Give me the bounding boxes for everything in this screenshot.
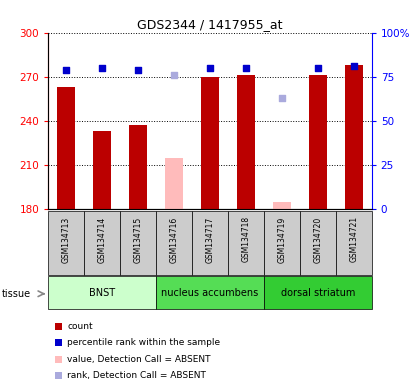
Text: GSM134719: GSM134719 xyxy=(277,216,286,263)
Point xyxy=(350,63,357,69)
Text: value, Detection Call = ABSENT: value, Detection Call = ABSENT xyxy=(67,355,211,364)
Bar xyxy=(156,211,192,275)
Bar xyxy=(48,276,156,309)
Text: dorsal striatum: dorsal striatum xyxy=(281,288,355,298)
Bar xyxy=(345,65,363,209)
Bar xyxy=(165,158,183,209)
Point xyxy=(63,67,70,73)
Text: percentile rank within the sample: percentile rank within the sample xyxy=(67,338,220,348)
Bar xyxy=(48,211,84,275)
Text: GSM134718: GSM134718 xyxy=(241,216,250,262)
Bar xyxy=(264,276,372,309)
Text: GSM134714: GSM134714 xyxy=(98,216,107,263)
Bar xyxy=(237,75,255,209)
Bar xyxy=(309,75,327,209)
Point xyxy=(207,65,213,71)
Bar xyxy=(93,131,111,209)
Bar xyxy=(201,77,219,209)
Point xyxy=(171,72,177,78)
Bar xyxy=(273,202,291,209)
Point xyxy=(243,65,249,71)
Bar xyxy=(264,211,300,275)
Text: GSM134717: GSM134717 xyxy=(205,216,215,263)
Bar xyxy=(336,211,372,275)
Text: GSM134713: GSM134713 xyxy=(62,216,71,263)
Bar xyxy=(84,211,120,275)
Text: rank, Detection Call = ABSENT: rank, Detection Call = ABSENT xyxy=(67,371,206,381)
Text: tissue: tissue xyxy=(2,289,31,299)
Bar xyxy=(57,87,75,209)
Text: GSM134720: GSM134720 xyxy=(313,216,322,263)
Bar xyxy=(300,211,336,275)
Title: GDS2344 / 1417955_at: GDS2344 / 1417955_at xyxy=(137,18,283,31)
Text: nucleus accumbens: nucleus accumbens xyxy=(161,288,259,298)
Point xyxy=(99,65,105,71)
Bar xyxy=(156,276,264,309)
Point xyxy=(278,95,285,101)
Bar xyxy=(129,125,147,209)
Text: GSM134721: GSM134721 xyxy=(349,216,358,262)
Bar xyxy=(120,211,156,275)
Point xyxy=(135,67,142,73)
Point xyxy=(315,65,321,71)
Text: GSM134715: GSM134715 xyxy=(134,216,143,263)
Bar xyxy=(228,211,264,275)
Text: BNST: BNST xyxy=(89,288,115,298)
Text: count: count xyxy=(67,322,93,331)
Text: GSM134716: GSM134716 xyxy=(170,216,178,263)
Bar xyxy=(192,211,228,275)
